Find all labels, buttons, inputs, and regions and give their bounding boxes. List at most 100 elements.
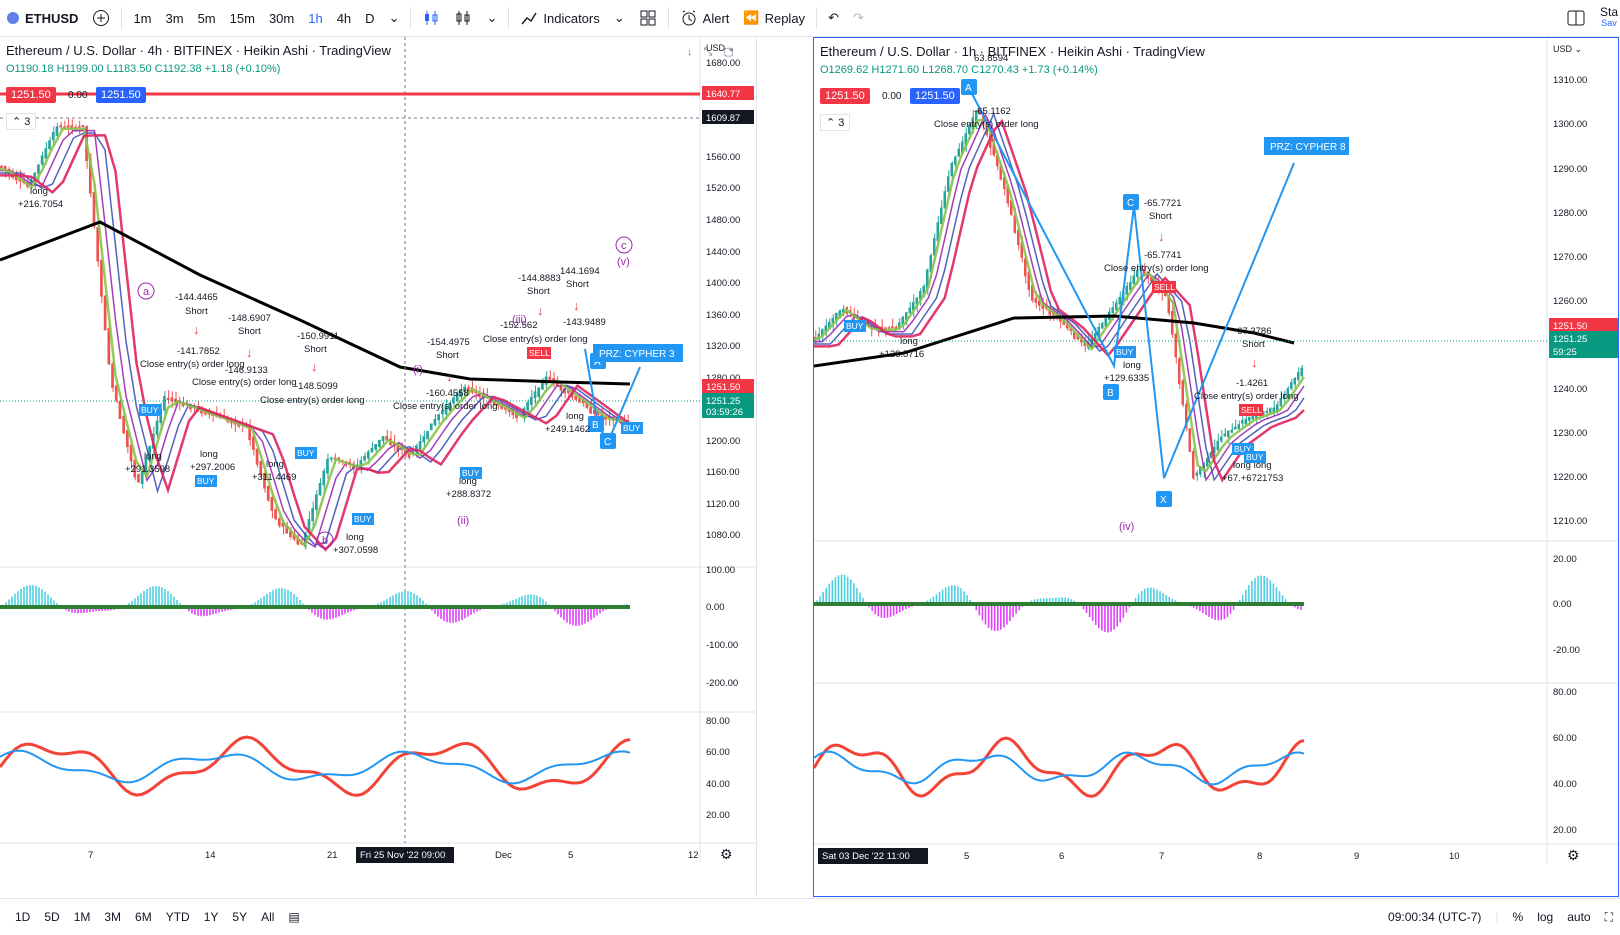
candle-body	[1286, 388, 1289, 395]
bar-type-button[interactable]	[447, 0, 479, 36]
save-layout-button[interactable]: Sta Sav	[1593, 0, 1620, 36]
candle-body	[891, 326, 894, 329]
maximize-icon[interactable]: ▢	[723, 46, 734, 58]
range-5y[interactable]: 5Y	[232, 910, 248, 924]
short-arrow-icon: ↓	[537, 303, 544, 318]
candle-body	[943, 191, 946, 209]
price-axis-bg	[700, 37, 756, 863]
sell-signal-label: SELL	[1241, 405, 1262, 415]
layout-button[interactable]	[632, 0, 664, 36]
alert-button[interactable]: Alert	[673, 0, 737, 36]
interval-1h[interactable]: 1h	[308, 10, 323, 26]
left-chart-pane[interactable]: USD ⌄ 1680.00 1640.77 1609.87 1560.00 1520.00…	[0, 37, 757, 897]
candle-body	[1031, 285, 1034, 301]
strategy-annotation: +291.3598	[125, 464, 170, 475]
range-ytd[interactable]: YTD	[165, 910, 190, 924]
indicators-dropdown[interactable]: ⌄	[607, 0, 632, 36]
candle-body	[1265, 410, 1268, 413]
go-to-date-button[interactable]: ▤	[281, 910, 306, 924]
right-chart-pane[interactable]: USD ⌄ 1310.00 1300.00 1290.00 1280.00 1270.00…	[813, 37, 1619, 897]
log-toggle[interactable]: log	[1537, 910, 1554, 924]
strategy-annotation: -146.9133	[225, 365, 268, 376]
candle-body	[374, 444, 377, 450]
candle-body	[1293, 377, 1296, 385]
right-chart-canvas[interactable]: USD ⌄ 1310.00 1300.00 1290.00 1280.00 1270.00…	[814, 38, 1619, 897]
candle-body	[1111, 307, 1114, 314]
interval-3m[interactable]: 3m	[165, 10, 184, 26]
interval-d[interactable]: D	[365, 10, 375, 26]
price-tick: 1520.00	[706, 183, 740, 194]
interval-30m[interactable]: 30m	[268, 10, 295, 26]
scroll-down-icon[interactable]: ↓	[687, 46, 693, 58]
undo-button[interactable]: ↶	[821, 0, 846, 36]
collapse-icon[interactable]: ⤡	[703, 46, 713, 58]
candle-body	[1195, 472, 1198, 476]
strategy-annotation: -144.4465	[175, 292, 218, 303]
candle-body	[1223, 433, 1226, 437]
sell-button[interactable]: 1251.50	[6, 87, 56, 103]
strategy-annotation: Short	[566, 279, 589, 290]
candle-body	[1300, 367, 1303, 377]
candle-body	[971, 117, 974, 130]
left-chart-canvas[interactable]: USD ⌄ 1680.00 1640.77 1609.87 1560.00 1520.00…	[0, 37, 756, 897]
candle-body	[1174, 333, 1177, 358]
range-6m[interactable]: 6M	[135, 910, 152, 924]
buy-button[interactable]: 1251.50	[96, 87, 146, 103]
candle-body	[170, 397, 174, 402]
chart-type-button[interactable]	[415, 0, 447, 36]
clock-label[interactable]: 09:00:34 (UTC-7)	[1388, 910, 1482, 924]
range-3m[interactable]: 3M	[104, 910, 122, 924]
compare-symbol-button[interactable]	[85, 0, 117, 36]
range-all[interactable]: All	[261, 910, 275, 924]
price-tick: 1300.00	[1553, 119, 1587, 130]
buy-button[interactable]: 1251.50	[910, 88, 960, 104]
candle-body	[329, 457, 333, 460]
indicator-collapse-button[interactable]: ⌃ 3	[6, 113, 37, 130]
interval-5m[interactable]: 5m	[197, 10, 216, 26]
candle-body	[248, 425, 251, 441]
ohlc-low: L1183.50	[106, 63, 152, 75]
chart-type-dropdown[interactable]: ⌄	[479, 0, 504, 36]
percent-toggle[interactable]: %	[1512, 910, 1524, 924]
price-tick: 1560.00	[706, 152, 740, 163]
auto-toggle[interactable]: auto	[1567, 910, 1591, 924]
fullscreen-button[interactable]: ⛶	[1598, 910, 1620, 925]
ema-green-line	[0, 127, 631, 548]
candle-body	[592, 409, 596, 414]
wave-circle	[615, 236, 633, 254]
symbol-search-button[interactable]: ETHUSD	[0, 0, 85, 36]
rsi-line	[0, 735, 631, 797]
candle-body	[567, 390, 570, 394]
candle-body	[418, 441, 422, 450]
buy-signal-label: BUY	[1116, 347, 1134, 357]
price-tag-bg	[702, 393, 754, 407]
range-5d[interactable]: 5D	[44, 910, 60, 924]
candle-body	[912, 301, 915, 311]
prz-label: PRZ: CYPHER 8	[1270, 142, 1346, 153]
range-1y[interactable]: 1Y	[203, 910, 219, 924]
sell-button[interactable]: 1251.50	[820, 88, 870, 104]
interval-1m[interactable]: 1m	[133, 10, 152, 26]
interval-15m[interactable]: 15m	[229, 10, 255, 26]
candle-body	[252, 436, 255, 450]
range-1d[interactable]: 1D	[15, 910, 31, 924]
chevron-up-icon: ⌃	[826, 117, 836, 129]
candle-body	[954, 156, 957, 165]
interval-4h[interactable]: 4h	[336, 10, 352, 26]
indicator-collapse-button[interactable]: ⌃ 3	[820, 114, 851, 131]
indicators-button[interactable]: Indicators	[513, 0, 606, 36]
redo-button[interactable]: ↷	[846, 0, 871, 36]
ema-blue-line	[0, 132, 631, 546]
candle-body	[961, 141, 964, 153]
short-arrow-icon: ↓	[193, 322, 200, 337]
range-1m[interactable]: 1M	[73, 910, 91, 924]
interval-dropdown-button[interactable]: ⌄	[382, 0, 407, 36]
price-tag: 1251.50	[706, 382, 740, 393]
rsi-line	[814, 736, 1305, 798]
candle-body	[996, 155, 999, 167]
layout-toggle-button[interactable]	[1559, 0, 1593, 36]
price-tick: 1270.00	[1553, 252, 1587, 263]
replay-button[interactable]: ⏪ Replay	[736, 0, 812, 36]
candle-body	[563, 388, 566, 394]
split-layout-icon	[1567, 10, 1585, 26]
